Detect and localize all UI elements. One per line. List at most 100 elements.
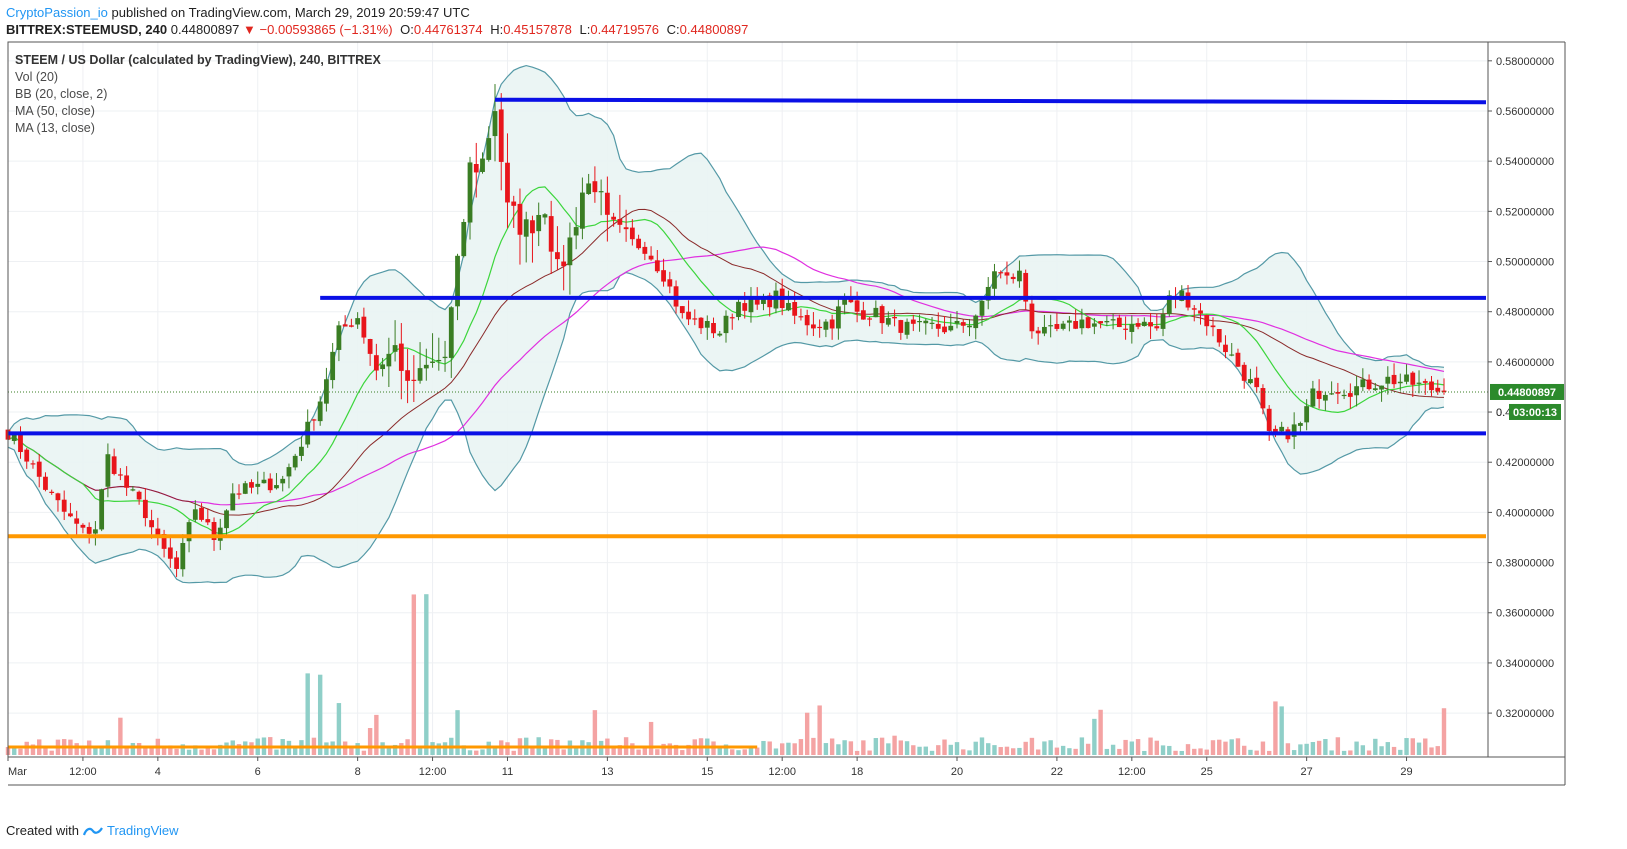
candle-body bbox=[1148, 322, 1153, 327]
legend-item-ma50[interactable]: MA (50, close) bbox=[15, 104, 95, 118]
bb-lower-line bbox=[7, 271, 1445, 584]
candle-body bbox=[1435, 387, 1441, 392]
candle-body bbox=[467, 162, 473, 223]
candle-body bbox=[242, 483, 248, 494]
open-label: O: bbox=[400, 22, 414, 37]
candle-body bbox=[1085, 317, 1091, 329]
candle-body bbox=[960, 322, 966, 326]
candle-body bbox=[1166, 295, 1172, 315]
volume-bar bbox=[717, 747, 722, 755]
volume-bar bbox=[180, 744, 186, 755]
volume-bar bbox=[636, 749, 641, 755]
candle-body bbox=[642, 246, 648, 254]
volume-bar bbox=[730, 749, 735, 755]
candle-body bbox=[1135, 323, 1141, 327]
line-resistance-top[interactable] bbox=[494, 97, 1487, 105]
candle-body bbox=[1042, 326, 1047, 334]
volume-bar bbox=[455, 710, 460, 755]
candle-body bbox=[1273, 428, 1278, 433]
volume-bar bbox=[1348, 750, 1353, 755]
volume-bar bbox=[474, 750, 479, 755]
last-price-label: 0.44800897 bbox=[1498, 387, 1556, 399]
candle-body bbox=[1235, 352, 1241, 367]
candle-body bbox=[692, 318, 698, 320]
candle-body bbox=[386, 353, 392, 367]
x-tick-label: 12:00 bbox=[419, 766, 447, 778]
candle-body bbox=[1372, 388, 1378, 391]
candle-body bbox=[754, 298, 760, 305]
volume-bar bbox=[74, 743, 79, 755]
volume-bar bbox=[786, 742, 791, 755]
volume-bar bbox=[149, 746, 154, 755]
candle-body bbox=[1379, 385, 1384, 390]
volume-bar bbox=[1285, 743, 1291, 755]
y-tick-label: 0.40000000 bbox=[1496, 507, 1554, 519]
candle-body bbox=[1322, 394, 1328, 401]
last-value: 0.44800897 bbox=[170, 22, 240, 37]
volume-bar bbox=[1441, 708, 1447, 755]
candle-body bbox=[717, 333, 723, 336]
author-link[interactable]: CryptoPassion_io bbox=[6, 5, 108, 20]
candle-body bbox=[598, 191, 604, 193]
volume-bar bbox=[186, 749, 192, 755]
volume-bar bbox=[12, 746, 17, 755]
candle-body bbox=[30, 463, 36, 465]
volume-bar bbox=[686, 744, 691, 755]
candle-body bbox=[93, 529, 98, 534]
volume-bar bbox=[236, 744, 242, 755]
low-label: L: bbox=[579, 22, 591, 37]
legend-item-volume[interactable]: Vol (20) bbox=[15, 70, 59, 84]
candle-body bbox=[274, 485, 279, 489]
volume-bar bbox=[374, 714, 379, 755]
candle-body bbox=[86, 526, 92, 534]
volume-bar bbox=[848, 741, 854, 755]
volume-bar bbox=[1185, 744, 1191, 755]
bb-upper-line bbox=[7, 64, 1445, 466]
volume-bar bbox=[617, 745, 623, 755]
candle-body bbox=[342, 324, 348, 327]
candle-body bbox=[473, 163, 479, 173]
legend-item-bb[interactable]: BB (20, close, 2) bbox=[15, 87, 108, 101]
volume-bar bbox=[1404, 738, 1409, 755]
candle-body bbox=[1054, 324, 1060, 329]
low-value: 0.44719576 bbox=[590, 22, 660, 37]
candle-body bbox=[511, 201, 517, 206]
candle-body bbox=[1154, 326, 1160, 329]
candle-body bbox=[1248, 379, 1253, 384]
candle-body bbox=[573, 227, 579, 236]
candle-body bbox=[380, 364, 386, 370]
volume-bar bbox=[836, 744, 841, 755]
volume-bar bbox=[511, 750, 516, 755]
candle-body bbox=[973, 315, 979, 329]
candle-body bbox=[80, 524, 86, 528]
volume-bar bbox=[630, 743, 635, 755]
x-tick-label: 15 bbox=[701, 766, 713, 778]
volume-bar bbox=[1042, 741, 1047, 755]
candle-body bbox=[729, 317, 735, 319]
footer-brand-link[interactable]: TradingView bbox=[106, 823, 179, 838]
candle-body bbox=[161, 534, 167, 549]
x-tick-label: 12:00 bbox=[69, 766, 97, 778]
volume-bar bbox=[748, 745, 754, 755]
candle-body bbox=[555, 252, 560, 260]
volume-bar bbox=[642, 748, 648, 755]
volume-bar bbox=[1385, 742, 1391, 755]
volume-bar bbox=[1329, 750, 1334, 755]
candle-body bbox=[1341, 394, 1347, 397]
volume-bar bbox=[586, 742, 591, 755]
x-tick-label: 12:00 bbox=[1118, 766, 1146, 778]
y-tick-label: 0.42000000 bbox=[1496, 457, 1554, 469]
candle-body bbox=[1210, 325, 1216, 328]
candle-body bbox=[217, 527, 223, 541]
candle-body bbox=[761, 296, 766, 304]
plot-frame bbox=[7, 41, 1489, 758]
volume-bar bbox=[1148, 737, 1153, 755]
candle-body bbox=[1260, 388, 1266, 409]
candle-body bbox=[636, 238, 641, 249]
volume-bar bbox=[436, 743, 441, 755]
volume-bar bbox=[1229, 739, 1234, 755]
candle-body bbox=[804, 315, 810, 326]
legend-item-ma13[interactable]: MA (13, close) bbox=[15, 121, 95, 135]
candle-body bbox=[480, 158, 485, 172]
